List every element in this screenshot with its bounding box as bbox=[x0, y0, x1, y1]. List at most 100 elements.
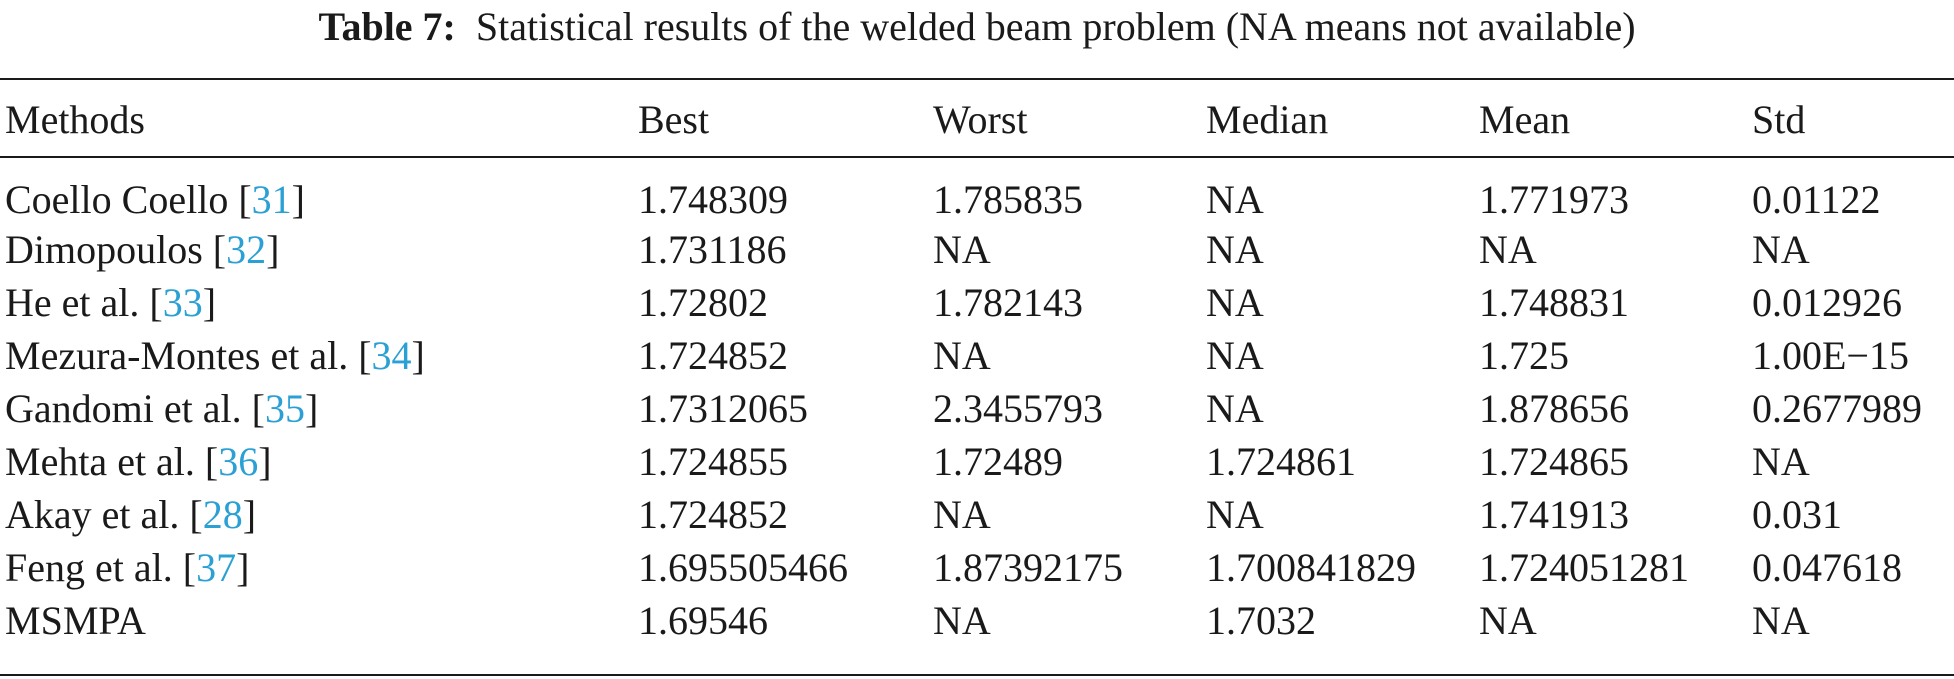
citation-link[interactable]: 34 bbox=[371, 333, 412, 378]
method-cell: Feng et al. [37] bbox=[0, 541, 638, 594]
table-caption: Table 7: Statistical results of the weld… bbox=[0, 0, 1954, 54]
citation-open-bracket: [ bbox=[212, 227, 227, 272]
median-cell: NA bbox=[1206, 177, 1264, 222]
citation-close-bracket: ] bbox=[258, 439, 272, 484]
mean-cell: 1.741913 bbox=[1479, 492, 1629, 537]
table-row: Coello Coello [31] 1.748309 1.785835 NA 1.77… bbox=[0, 156, 1952, 223]
best-cell: 1.69546 bbox=[638, 598, 768, 643]
column-header-methods: Methods bbox=[5, 96, 145, 142]
column-header-median: Median bbox=[1206, 96, 1329, 142]
mean-cell: 1.748831 bbox=[1479, 280, 1629, 325]
citation-open-bracket: [ bbox=[238, 177, 252, 222]
worst-cell: 2.3455793 bbox=[933, 386, 1103, 431]
method-name: Akay et al. bbox=[5, 492, 180, 537]
worst-cell: 1.785835 bbox=[933, 177, 1083, 222]
column-header-best: Best bbox=[638, 96, 710, 142]
method-cell: MSMPA bbox=[0, 594, 638, 647]
mean-cell: 1.771973 bbox=[1479, 177, 1629, 222]
worst-cell: NA bbox=[933, 492, 991, 537]
citation-open-bracket: [ bbox=[149, 280, 163, 325]
citation-link[interactable]: 37 bbox=[196, 545, 237, 590]
std-cell: NA bbox=[1752, 227, 1810, 272]
mean-cell: NA bbox=[1479, 227, 1537, 272]
citation-close-bracket: ] bbox=[291, 177, 305, 222]
column-header-std: Std bbox=[1752, 96, 1806, 142]
citation-open-bracket: [ bbox=[189, 492, 203, 537]
column-header-mean: Mean bbox=[1479, 96, 1571, 142]
table-body: Coello Coello [31] 1.748309 1.785835 NA 1.77… bbox=[0, 156, 1952, 647]
results-table: Methods Best Worst Median Mean Std Coell… bbox=[0, 78, 1952, 647]
worst-cell: NA bbox=[933, 333, 991, 378]
bottom-rule bbox=[0, 674, 1954, 676]
std-cell: 1.00E−15 bbox=[1752, 333, 1909, 378]
column-header-worst: Worst bbox=[933, 96, 1028, 142]
median-cell: NA bbox=[1206, 333, 1264, 378]
method-name: Coello Coello bbox=[5, 177, 229, 222]
best-cell: 1.72802 bbox=[638, 280, 768, 325]
std-cell: 0.047618 bbox=[1752, 545, 1902, 590]
mean-cell: 1.724051281 bbox=[1479, 545, 1689, 590]
std-cell: 0.012926 bbox=[1752, 280, 1902, 325]
citation-link[interactable]: 36 bbox=[218, 439, 259, 484]
method-cell: He et al. [33] bbox=[0, 276, 638, 329]
std-cell: 0.031 bbox=[1752, 492, 1842, 537]
method-name: Gandomi et al. bbox=[5, 386, 242, 431]
best-cell: 1.748309 bbox=[638, 177, 788, 222]
best-cell: 1.724855 bbox=[638, 439, 788, 484]
median-cell: NA bbox=[1206, 227, 1264, 272]
median-cell: NA bbox=[1206, 280, 1264, 325]
citation-open-bracket: [ bbox=[358, 333, 372, 378]
citation-open-bracket: [ bbox=[251, 386, 265, 431]
citation-open-bracket: [ bbox=[182, 545, 197, 590]
table-row: Gandomi et al. [35] 1.7312065 2.3455793 NA 1… bbox=[0, 382, 1952, 435]
best-cell: 1.695505466 bbox=[638, 545, 848, 590]
std-cell: NA bbox=[1752, 598, 1810, 643]
table-caption-text: Statistical results of the welded beam p… bbox=[475, 4, 1636, 49]
median-cell: NA bbox=[1206, 386, 1264, 431]
citation-link[interactable]: 31 bbox=[251, 177, 292, 222]
median-cell: 1.7032 bbox=[1206, 598, 1316, 643]
citation-link[interactable]: 32 bbox=[226, 227, 267, 272]
top-rule bbox=[0, 78, 1954, 80]
citation-link[interactable]: 33 bbox=[162, 280, 203, 325]
table-row: Feng et al. [37] 1.695505466 1.87392175 1.7… bbox=[0, 541, 1952, 594]
median-cell: 1.724861 bbox=[1206, 439, 1356, 484]
table-row: MSMPA 1.69546 NA 1.7032 NA NA bbox=[0, 594, 1952, 647]
worst-cell: 1.72489 bbox=[933, 439, 1063, 484]
median-cell: NA bbox=[1206, 492, 1264, 537]
citation-close-bracket: ] bbox=[242, 492, 257, 537]
mean-cell: NA bbox=[1479, 598, 1537, 643]
std-cell: NA bbox=[1752, 439, 1810, 484]
std-cell: 0.01122 bbox=[1752, 177, 1881, 222]
table-row: Akay et al. [28] 1.724852 NA NA 1.741913 0.03… bbox=[0, 488, 1952, 541]
method-name: Mezura-Montes et al. bbox=[5, 333, 349, 378]
citation-open-bracket: [ bbox=[204, 439, 219, 484]
citation-close-bracket: ] bbox=[304, 386, 319, 431]
table-caption-label: Table 7: bbox=[318, 4, 456, 49]
citation-close-bracket: ] bbox=[202, 280, 217, 325]
worst-cell: NA bbox=[933, 598, 991, 643]
method-cell: Dimopoulos [32] bbox=[0, 223, 638, 276]
header-row: Methods Best Worst Median Mean Std bbox=[0, 78, 1952, 156]
best-cell: 1.724852 bbox=[638, 492, 788, 537]
table-row: He et al. [33] 1.72802 1.782143 NA 1.748831 0… bbox=[0, 276, 1952, 329]
mean-cell: 1.724865 bbox=[1479, 439, 1629, 484]
method-name: He et al. bbox=[5, 280, 140, 325]
table-row: Mehta et al. [36] 1.724855 1.72489 1.724861… bbox=[0, 435, 1952, 488]
method-cell: Mehta et al. [36] bbox=[0, 435, 638, 488]
worst-cell: 1.87392175 bbox=[933, 545, 1123, 590]
citation-link[interactable]: 35 bbox=[264, 386, 305, 431]
citation-close-bracket: ] bbox=[236, 545, 250, 590]
mean-cell: 1.878656 bbox=[1479, 386, 1629, 431]
citation-close-bracket: ] bbox=[266, 227, 280, 272]
table-row: Dimopoulos [32] 1.731186 NA NA NA NA bbox=[0, 223, 1952, 276]
worst-cell: 1.782143 bbox=[933, 280, 1083, 325]
method-name: MSMPA bbox=[5, 598, 146, 643]
method-cell: Akay et al. [28] bbox=[0, 488, 638, 541]
method-cell: Coello Coello [31] bbox=[0, 156, 638, 223]
std-cell: 0.2677989 bbox=[1752, 386, 1922, 431]
table-row: Mezura-Montes et al. [34] 1.724852 NA NA 1.7… bbox=[0, 329, 1952, 382]
method-name: Dimopoulos bbox=[5, 227, 203, 272]
citation-link[interactable]: 28 bbox=[202, 492, 243, 537]
method-name: Mehta et al. bbox=[5, 439, 195, 484]
